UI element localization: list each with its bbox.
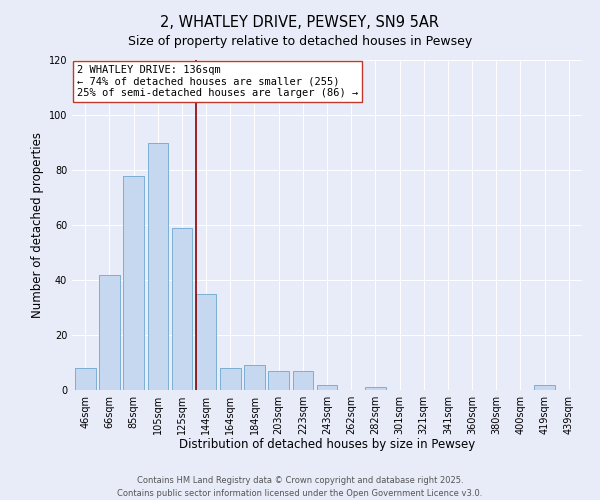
Bar [268, 371, 289, 390]
X-axis label: Distribution of detached houses by size in Pewsey: Distribution of detached houses by size … [179, 438, 475, 452]
Bar [220, 368, 241, 390]
Bar [317, 384, 337, 390]
Text: 2, WHATLEY DRIVE, PEWSEY, SN9 5AR: 2, WHATLEY DRIVE, PEWSEY, SN9 5AR [161, 15, 439, 30]
Bar [365, 387, 386, 390]
Bar [99, 274, 120, 390]
Bar [293, 371, 313, 390]
Text: Contains HM Land Registry data © Crown copyright and database right 2025.
Contai: Contains HM Land Registry data © Crown c… [118, 476, 482, 498]
Bar [244, 365, 265, 390]
Bar [534, 384, 555, 390]
Bar [148, 142, 168, 390]
Text: Size of property relative to detached houses in Pewsey: Size of property relative to detached ho… [128, 35, 472, 48]
Y-axis label: Number of detached properties: Number of detached properties [31, 132, 44, 318]
Bar [196, 294, 217, 390]
Bar [124, 176, 144, 390]
Text: 2 WHATLEY DRIVE: 136sqm
← 74% of detached houses are smaller (255)
25% of semi-d: 2 WHATLEY DRIVE: 136sqm ← 74% of detache… [77, 65, 358, 98]
Bar [75, 368, 95, 390]
Bar [172, 228, 192, 390]
